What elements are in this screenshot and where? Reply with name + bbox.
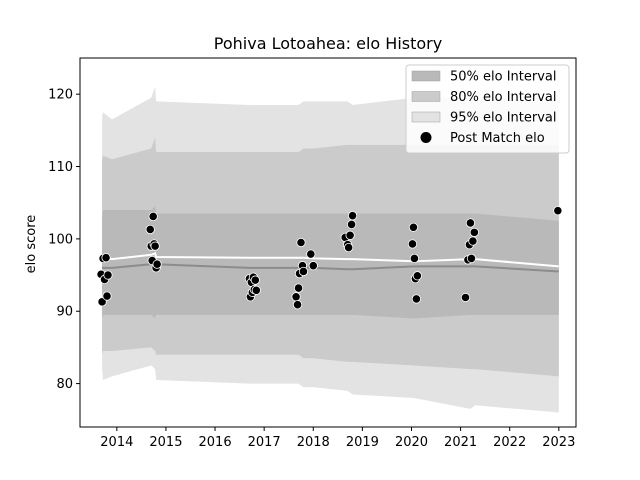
post-match-point: [101, 253, 111, 263]
post-match-point: [412, 271, 422, 281]
post-match-point: [407, 239, 418, 249]
y-tick-label: 80: [56, 377, 73, 392]
post-match-point: [251, 285, 261, 295]
post-match-point: [306, 249, 316, 259]
x-tick-label: 2014: [100, 435, 133, 450]
post-match-point: [308, 261, 318, 271]
x-tick-label: 2018: [297, 435, 330, 450]
x-tick-label: 2023: [542, 435, 575, 450]
legend-label: 95% elo Interval: [450, 111, 557, 126]
post-match-point: [408, 222, 419, 232]
post-match-point: [293, 283, 304, 293]
post-match-point: [466, 253, 476, 264]
post-match-point: [152, 259, 162, 269]
post-match-point: [347, 211, 358, 221]
x-tick-label: 2016: [199, 435, 232, 450]
legend-band50-swatch: [411, 70, 441, 82]
post-match-point: [291, 292, 301, 302]
post-match-point: [97, 297, 107, 307]
plot-frame: [79, 57, 577, 428]
post-match-point: [102, 291, 112, 301]
post-match-point: [296, 237, 306, 248]
post-match-point: [103, 270, 113, 280]
post-match-point: [411, 294, 421, 304]
post-match-point: [346, 219, 357, 230]
x-tick-label: 2019: [346, 435, 379, 450]
legend-band80-swatch: [411, 91, 441, 102]
post-match-point: [469, 227, 479, 237]
post-match-point: [465, 218, 476, 228]
y-tick-label: 90: [56, 305, 73, 320]
post-match-point: [250, 275, 260, 285]
post-match-point: [553, 206, 563, 216]
y-tick-label: 110: [48, 160, 73, 175]
y-tick-label: 100: [48, 232, 73, 247]
y-tick-label: 120: [48, 88, 73, 103]
post-match-points: [96, 206, 563, 310]
legend-label: 50% elo Interval: [450, 70, 557, 85]
x-tick-label: 2020: [395, 435, 428, 450]
legend-label: 80% elo Interval: [450, 90, 557, 105]
mean-line: [101, 252, 559, 268]
interval-bands: [102, 86, 559, 413]
legend: 50% elo Interval 80% elo Interval 95% elo …: [405, 64, 570, 154]
post-match-point: [298, 266, 309, 277]
post-match-point: [409, 253, 420, 264]
band50-area: [102, 206, 559, 319]
x-tick-label: 2017: [248, 435, 281, 450]
legend-label: Post Match elo: [450, 131, 545, 146]
post-match-point: [345, 230, 355, 240]
chart-title: Pohiva Lotoahea: elo History: [214, 34, 442, 53]
y-axis-label: elo score: [24, 215, 39, 274]
post-match-point: [148, 211, 158, 222]
x-axis-ticks: 2014 2015 2016 2017 2018 2019 2020 2021 2022 2023: [100, 427, 575, 450]
post-match-point: [460, 292, 471, 303]
legend-band95-swatch: [411, 111, 441, 123]
post-match-point: [292, 300, 303, 310]
x-tick-label: 2015: [149, 435, 182, 450]
legend-box: [405, 64, 570, 154]
legend-point-swatch: [420, 132, 432, 143]
y-axis-ticks: 80 90 100 110 120: [48, 88, 80, 392]
post-match-point: [145, 224, 155, 235]
post-match-point: [344, 242, 354, 253]
x-tick-label: 2021: [444, 435, 477, 450]
x-tick-label: 2022: [493, 435, 526, 450]
post-match-point: [468, 236, 478, 246]
post-match-point: [150, 241, 160, 251]
